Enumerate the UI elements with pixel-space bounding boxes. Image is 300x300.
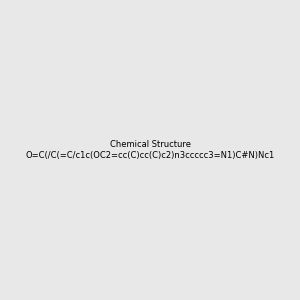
Text: Chemical Structure
O=C(/C(=C/c1c(OC2=cc(C)cc(C)c2)n3ccccc3=N1)C#N)Nc1: Chemical Structure O=C(/C(=C/c1c(OC2=cc(… bbox=[26, 140, 275, 160]
